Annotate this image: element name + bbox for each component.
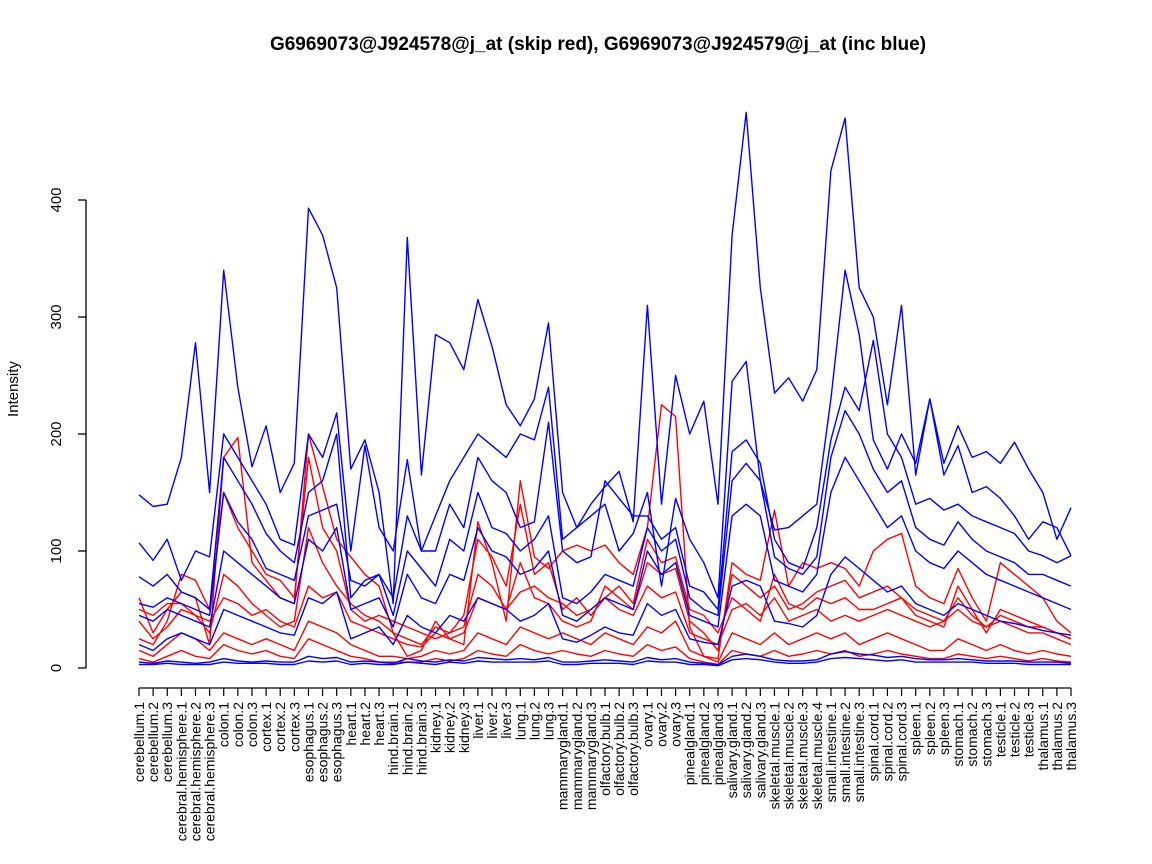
x-tick-label: kidney.2 <box>442 702 458 753</box>
x-tick-label: colon.2 <box>230 702 246 747</box>
x-tick-label: salivary.gland.3 <box>752 702 768 798</box>
x-tick-label: skeletal.muscle.3 <box>795 702 811 810</box>
y-tick-label: 0 <box>48 664 65 672</box>
x-tick-label: lung.2 <box>526 702 542 740</box>
y-tick-label: 100 <box>48 538 65 563</box>
x-tick-label: pinealgland.1 <box>682 702 698 786</box>
x-tick-label: stomach.2 <box>964 702 980 767</box>
x-tick-label: liver.2 <box>484 702 500 739</box>
x-tick-label: stomach.1 <box>950 702 966 767</box>
x-tick-label: esophagus.1 <box>300 702 316 782</box>
series-line-inc-6 <box>138 556 1072 652</box>
series-line-inc-4 <box>138 409 1072 617</box>
x-tick-label: salivary.gland.1 <box>724 702 740 798</box>
x-tick-label: spleen.2 <box>922 702 938 755</box>
x-tick-label: cerebellum.1 <box>131 702 147 782</box>
x-tick-label: cortex.3 <box>286 702 302 752</box>
x-tick-label: kidney.3 <box>456 702 472 753</box>
x-tick-label: pinealgland.3 <box>710 702 726 786</box>
x-tick-label: salivary.gland.2 <box>738 702 754 798</box>
x-tick-label: thalamus.2 <box>1049 702 1065 771</box>
series-line-inc-5 <box>138 456 1072 628</box>
series-line-inc-3 <box>138 339 1072 611</box>
x-tick-label: spleen.1 <box>908 702 924 755</box>
x-tick-label: hind.brain.2 <box>399 702 415 775</box>
x-tick-label: pinealgland.2 <box>696 702 712 786</box>
series-line-skip-5 <box>138 620 1072 663</box>
x-tick-label: cortex.2 <box>272 702 288 752</box>
x-tick-label: thalamus.3 <box>1063 702 1079 771</box>
x-tick-label: mammarygland.3 <box>583 702 599 810</box>
series-lines <box>138 111 1072 667</box>
x-tick-label: hind.brain.1 <box>385 702 401 775</box>
x-tick-label: ovary.2 <box>653 702 669 747</box>
x-tick-label: small.intestine.2 <box>837 702 853 803</box>
x-tick-label: skeletal.muscle.2 <box>781 702 797 810</box>
x-tick-label: skeletal.muscle.4 <box>809 702 825 810</box>
x-tick-label: kidney.1 <box>428 702 444 753</box>
x-tick-label: heart.2 <box>357 702 373 746</box>
x-tick-label: ovary.1 <box>639 702 655 747</box>
x-axis: cerebellum.1cerebellum.2cerebellum.3cere… <box>131 687 1079 842</box>
series-line-skip-4 <box>138 526 1072 652</box>
x-tick-label: spleen.3 <box>936 702 952 755</box>
y-tick-label: 400 <box>48 187 65 212</box>
x-tick-label: cortex.1 <box>258 702 274 752</box>
x-tick-label: spinal.cord.2 <box>879 702 895 782</box>
x-tick-label: testicle.1 <box>992 702 1008 757</box>
x-tick-label: heart.1 <box>343 702 359 746</box>
x-tick-label: mammarygland.1 <box>555 702 571 810</box>
y-axis: 0 100 200 300 400 <box>48 187 87 672</box>
x-tick-label: cerebral.hemisphere.2 <box>187 702 203 842</box>
series-line-inc-8 <box>139 656 1071 667</box>
x-tick-label: testicle.3 <box>1021 702 1037 757</box>
x-tick-label: liver.1 <box>470 702 486 739</box>
x-tick-label: olfactory.bulb.2 <box>611 702 627 796</box>
x-tick-label: esophagus.3 <box>329 702 345 782</box>
x-tick-label: cerebral.hemisphere.1 <box>173 702 189 842</box>
x-tick-label: liver.3 <box>498 702 514 739</box>
y-tick-label: 300 <box>48 304 65 329</box>
x-tick-label: heart.3 <box>371 702 387 746</box>
x-tick-label: cerebral.hemisphere.3 <box>202 702 218 842</box>
x-tick-label: spinal.cord.3 <box>894 702 910 782</box>
x-tick-label: small.intestine.3 <box>851 702 867 803</box>
x-tick-label: colon.3 <box>244 702 260 747</box>
x-tick-label: hind.brain.3 <box>413 702 429 775</box>
x-tick-label: olfactory.bulb.3 <box>625 702 641 796</box>
series-line-inc-1 <box>138 111 1072 605</box>
x-tick-label: cerebellum.3 <box>159 702 175 782</box>
series-line-skip-6 <box>138 638 1072 666</box>
x-tick-label: mammarygland.2 <box>569 702 585 810</box>
x-tick-label: olfactory.bulb.1 <box>597 702 613 796</box>
x-tick-label: spinal.cord.1 <box>865 702 881 782</box>
y-axis-label: Intensity <box>5 361 22 417</box>
chart-title: G6969073@J924578@j_at (skip red), G69690… <box>270 34 926 55</box>
series-line-inc-7 <box>138 650 1072 666</box>
x-tick-label: colon.1 <box>216 702 232 747</box>
x-tick-label: thalamus.1 <box>1035 702 1051 771</box>
x-tick-label: small.intestine.1 <box>823 702 839 803</box>
x-tick-label: testicle.2 <box>1007 702 1023 757</box>
x-tick-label: stomach.3 <box>978 702 994 767</box>
x-tick-label: cerebellum.2 <box>145 702 161 782</box>
x-tick-label: esophagus.2 <box>315 702 331 782</box>
y-tick-label: 200 <box>48 421 65 446</box>
x-tick-label: lung.3 <box>541 702 557 740</box>
series-line-inc-2 <box>138 269 1072 599</box>
x-tick-label: lung.1 <box>512 702 528 740</box>
x-tick-label: ovary.3 <box>668 702 684 747</box>
x-tick-label: skeletal.muscle.1 <box>766 702 782 810</box>
